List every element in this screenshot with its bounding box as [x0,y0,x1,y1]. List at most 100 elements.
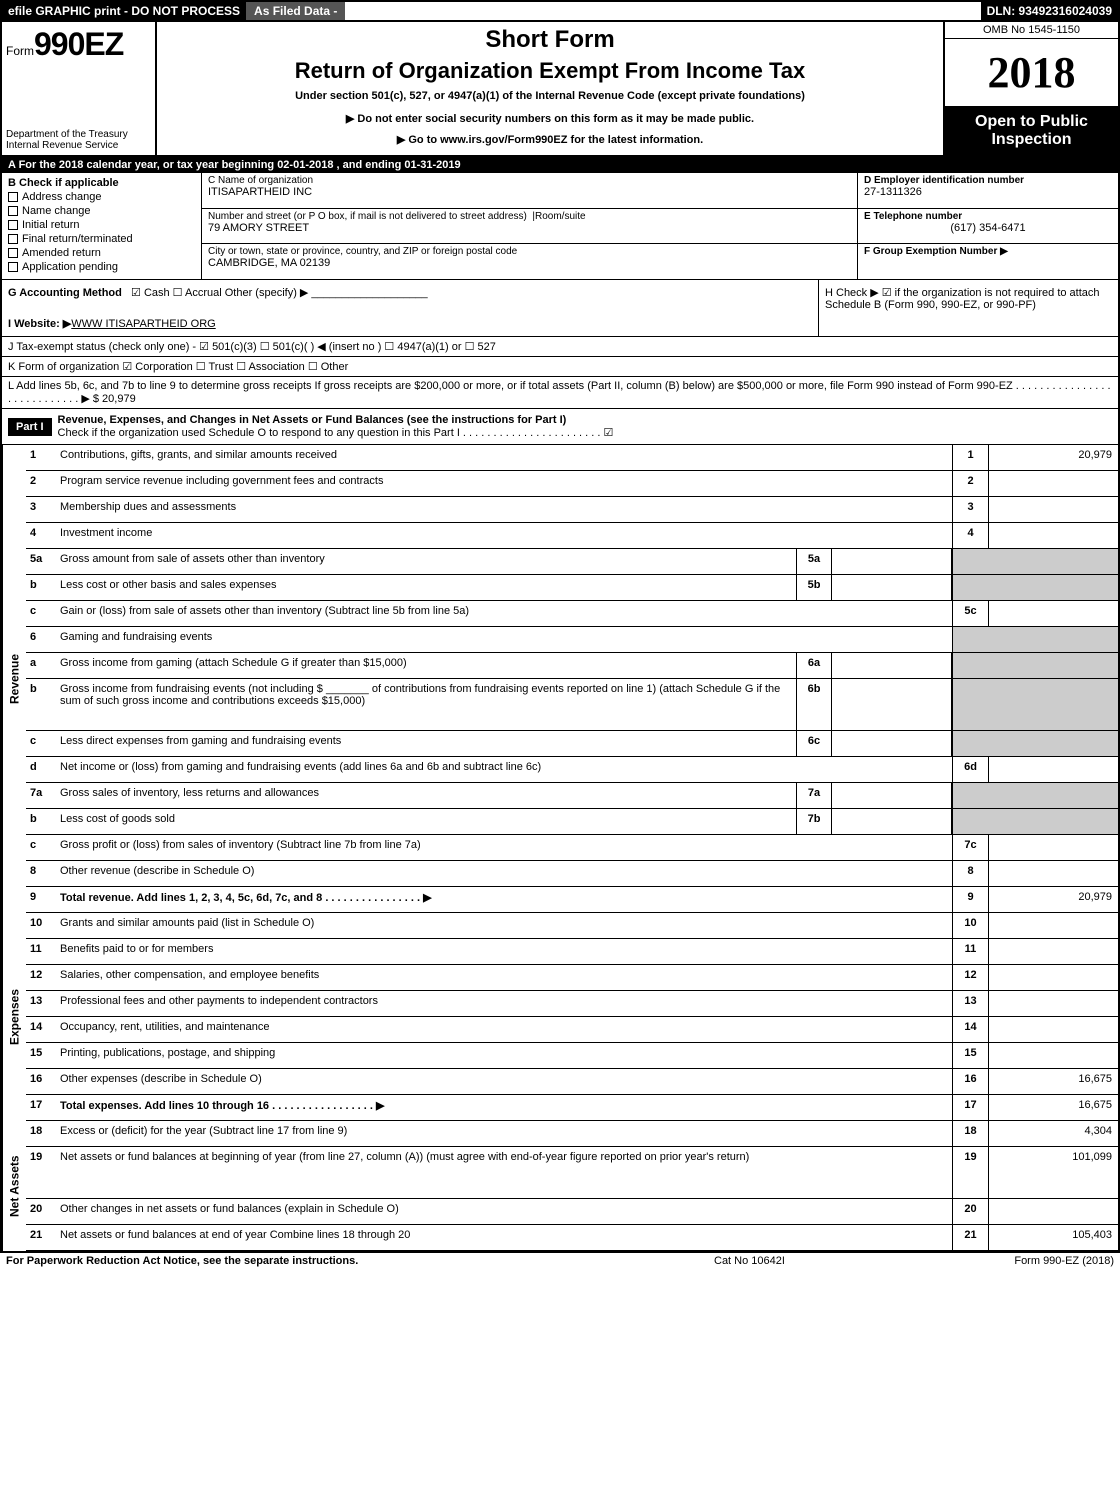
netassets-label: Net Assets [2,1121,26,1251]
right-line-value [988,471,1118,496]
right-line-value [988,1017,1118,1042]
part1-header: Part I Revenue, Expenses, and Changes in… [2,409,1118,445]
line-number: c [26,731,56,756]
right-line-value: 4,304 [988,1121,1118,1146]
line-description: Excess or (deficit) for the year (Subtra… [56,1121,952,1146]
mid-line-number: 6a [796,653,832,678]
table-row: 8Other revenue (describe in Schedule O)8 [26,861,1118,887]
header-mid: Short Form Return of Organization Exempt… [157,22,943,155]
table-row: bLess cost or other basis and sales expe… [26,575,1118,601]
line-number: 19 [26,1147,56,1198]
dept-label: Department of the Treasury Internal Reve… [6,129,151,151]
table-row: 16Other expenses (describe in Schedule O… [26,1069,1118,1095]
mid-line-number: 5a [796,549,832,574]
omb-number: OMB No 1545-1150 [945,22,1118,39]
line-description: Contributions, gifts, grants, and simila… [56,445,952,470]
line-description: Gross amount from sale of assets other t… [56,549,796,574]
right-line-number: 11 [952,939,988,964]
right-line-value: 16,675 [988,1069,1118,1094]
form-990ez: efile GRAPHIC print - DO NOT PROCESS As … [0,0,1120,1253]
line-number: b [26,575,56,600]
footer-mid: Cat No 10642I [714,1255,914,1267]
chk-pending[interactable]: Application pending [8,261,195,273]
chk-initial[interactable]: Initial return [8,219,195,231]
table-row: 20Other changes in net assets or fund ba… [26,1199,1118,1225]
shaded-cell [952,731,1118,756]
right-line-number: 5c [952,601,988,626]
section-b-through-f: B Check if applicable Address change Nam… [2,173,1118,280]
website-value[interactable]: WWW ITISAPARTHEID ORG [71,318,215,330]
mid-line-value [832,653,952,678]
c-addr: Number and street (or P O box, if mail i… [202,209,858,244]
footer: For Paperwork Reduction Act Notice, see … [0,1253,1120,1269]
b-title: B Check if applicable [8,177,195,189]
right-line-number: 2 [952,471,988,496]
line-number: 5a [26,549,56,574]
chk-name[interactable]: Name change [8,205,195,217]
line-description: Program service revenue including govern… [56,471,952,496]
right-line-value [988,965,1118,990]
right-line-number: 20 [952,1199,988,1224]
line-description: Total revenue. Add lines 1, 2, 3, 4, 5c,… [56,887,952,912]
mid-line-value [832,575,952,600]
line-number: 13 [26,991,56,1016]
right-line-number: 1 [952,445,988,470]
table-row: 3Membership dues and assessments3 [26,497,1118,523]
right-line-value [988,1043,1118,1068]
right-line-number: 7c [952,835,988,860]
right-line-value: 20,979 [988,887,1118,912]
org-name: ITISAPARTHEID INC [208,186,851,198]
d-ein: D Employer identification number 27-1311… [858,173,1118,208]
ssn-notice: ▶ Do not enter social security numbers o… [165,112,935,125]
table-row: 19Net assets or fund balances at beginni… [26,1147,1118,1199]
netassets-section: Net Assets 18Excess or (deficit) for the… [2,1121,1118,1251]
line-number: 9 [26,887,56,912]
chk-amended[interactable]: Amended return [8,247,195,259]
right-line-number: 15 [952,1043,988,1068]
line-number: 18 [26,1121,56,1146]
goto-link[interactable]: ▶ Go to www.irs.gov/Form990EZ for the la… [165,133,935,146]
table-row: 15Printing, publications, postage, and s… [26,1043,1118,1069]
line-description: Other changes in net assets or fund bala… [56,1199,952,1224]
line-number: c [26,835,56,860]
line-number: 8 [26,861,56,886]
line-description: Less direct expenses from gaming and fun… [56,731,796,756]
chk-final[interactable]: Final return/terminated [8,233,195,245]
line-number: 7a [26,783,56,808]
form-number: 990EZ [34,26,123,62]
line-description: Professional fees and other payments to … [56,991,952,1016]
chk-address[interactable]: Address change [8,191,195,203]
subtitle: Under section 501(c), 527, or 4947(a)(1)… [165,90,935,102]
table-row: 9Total revenue. Add lines 1, 2, 3, 4, 5c… [26,887,1118,913]
mid-line-value [832,731,952,756]
line-number: 14 [26,1017,56,1042]
shaded-cell [952,783,1118,808]
line-description: Other revenue (describe in Schedule O) [56,861,952,886]
e-phone: E Telephone number (617) 354-6471 [858,209,1118,244]
right-line-value: 16,675 [988,1095,1118,1120]
line-number: b [26,809,56,834]
section-cdef: C Name of organization ITISAPARTHEID INC… [202,173,1118,279]
line-number: 2 [26,471,56,496]
mid-line-number: 6b [796,679,832,730]
table-row: 7aGross sales of inventory, less returns… [26,783,1118,809]
right-line-number: 14 [952,1017,988,1042]
right-line-value [988,991,1118,1016]
header-right: OMB No 1545-1150 2018 Open to Public Ins… [943,22,1118,155]
right-line-value: 20,979 [988,445,1118,470]
table-row: cGross profit or (loss) from sales of in… [26,835,1118,861]
mid-line-value [832,679,952,730]
right-line-number: 6d [952,757,988,782]
line-k: K Form of organization ☑ Corporation ☐ T… [2,357,1118,377]
c-name: C Name of organization ITISAPARTHEID INC [202,173,858,208]
section-gh: G Accounting Method ☑ Cash ☐ Accrual Oth… [2,280,1118,337]
c-city: City or town, state or province, country… [202,244,858,279]
line-description: Gross sales of inventory, less returns a… [56,783,796,808]
line-number: 20 [26,1199,56,1224]
asfiled-label: As Filed Data - [246,2,345,20]
line-description: Salaries, other compensation, and employ… [56,965,952,990]
table-row: 21Net assets or fund balances at end of … [26,1225,1118,1251]
right-line-number: 3 [952,497,988,522]
table-row: cGain or (loss) from sale of assets othe… [26,601,1118,627]
line-description: Net assets or fund balances at end of ye… [56,1225,952,1250]
